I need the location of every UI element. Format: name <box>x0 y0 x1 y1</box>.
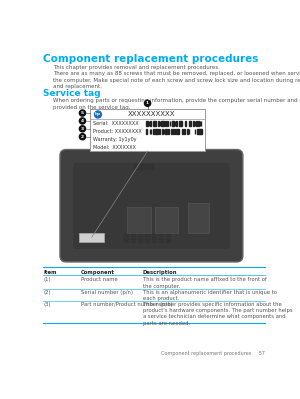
Bar <box>184 129 185 134</box>
Text: Product name: Product name <box>81 277 118 282</box>
Bar <box>147 121 148 126</box>
Text: (3): (3) <box>44 302 51 307</box>
Text: (1): (1) <box>44 277 51 282</box>
Bar <box>189 121 190 126</box>
Bar <box>159 234 163 242</box>
Bar <box>198 121 199 126</box>
FancyBboxPatch shape <box>154 207 178 233</box>
Bar <box>146 121 147 126</box>
Text: Product: XXXXXXXX: Product: XXXXXXXX <box>93 129 142 134</box>
Bar <box>173 121 174 126</box>
Bar <box>200 129 201 134</box>
FancyBboxPatch shape <box>60 150 243 262</box>
Text: Component: Component <box>81 270 115 275</box>
Bar <box>176 121 177 126</box>
Circle shape <box>145 100 151 107</box>
Bar <box>156 129 157 134</box>
Text: 5: 5 <box>81 111 84 115</box>
Circle shape <box>80 134 85 140</box>
Bar <box>190 121 191 126</box>
Bar <box>167 121 168 126</box>
Text: This chapter provides removal and replacement procedures.: This chapter provides removal and replac… <box>53 65 220 70</box>
Circle shape <box>80 110 85 116</box>
Text: (2): (2) <box>44 290 51 294</box>
Bar <box>199 121 200 126</box>
FancyBboxPatch shape <box>90 109 205 151</box>
Text: This is the product name affixed to the front of
the computer.: This is the product name affixed to the … <box>143 277 267 288</box>
Bar <box>134 164 153 169</box>
Bar <box>168 129 169 134</box>
Bar <box>150 121 151 126</box>
Bar <box>171 129 172 134</box>
Bar <box>154 121 155 126</box>
Bar <box>178 129 179 134</box>
Text: Component replacement procedures: Component replacement procedures <box>43 54 258 64</box>
Bar <box>166 234 170 242</box>
FancyBboxPatch shape <box>128 207 151 233</box>
Bar <box>165 121 166 126</box>
Text: Service tag: Service tag <box>43 89 100 99</box>
Bar <box>162 129 163 134</box>
Bar <box>153 121 154 126</box>
Bar <box>155 121 157 126</box>
Text: Description: Description <box>143 270 177 275</box>
Bar <box>185 121 186 126</box>
Bar <box>131 234 135 242</box>
Bar <box>145 234 149 242</box>
Text: This number provides specific information about the
product's hardware component: This number provides specific informatio… <box>143 302 292 326</box>
Bar <box>201 129 202 134</box>
Bar <box>175 129 176 134</box>
Text: Serial number (p/n): Serial number (p/n) <box>81 290 133 294</box>
Circle shape <box>94 111 101 118</box>
Text: XXXXXXXXXX: XXXXXXXXXX <box>128 111 175 117</box>
Circle shape <box>80 126 85 132</box>
Bar <box>180 121 181 126</box>
Circle shape <box>80 118 85 124</box>
Bar <box>159 129 160 134</box>
Bar <box>146 129 147 134</box>
Text: 2: 2 <box>81 135 84 139</box>
Text: This is an alphanumeric identifier that is unique to
each product.: This is an alphanumeric identifier that … <box>143 290 277 301</box>
Bar <box>196 121 197 126</box>
Text: When ordering parts or requesting information, provide the computer serial numbe: When ordering parts or requesting inform… <box>53 98 300 110</box>
Text: Component replacement procedures     57: Component replacement procedures 57 <box>160 351 265 356</box>
Text: 1: 1 <box>146 101 149 105</box>
Text: 3: 3 <box>81 127 84 131</box>
Bar <box>138 234 142 242</box>
Bar <box>162 121 163 126</box>
Bar <box>152 234 156 242</box>
Bar <box>153 129 154 134</box>
Bar <box>157 129 158 134</box>
Bar <box>195 121 196 126</box>
Text: Part number/Product number (p/n): Part number/Product number (p/n) <box>81 302 172 307</box>
Bar <box>193 121 194 126</box>
Text: Model:  XXXXXXX: Model: XXXXXXX <box>93 145 136 150</box>
Bar <box>197 129 198 134</box>
Text: Serial:  XXXXXXXX: Serial: XXXXXXXX <box>93 121 139 126</box>
FancyBboxPatch shape <box>73 163 230 249</box>
Text: Warranty: 1y1y0y: Warranty: 1y1y0y <box>93 137 137 142</box>
Bar <box>166 129 167 134</box>
Bar <box>179 121 180 126</box>
Bar <box>161 121 162 126</box>
Text: Item: Item <box>44 270 57 275</box>
Text: hp: hp <box>95 113 101 117</box>
Text: There are as many as 88 screws that must be removed, replaced, or loosened when : There are as many as 88 screws that must… <box>53 71 300 89</box>
FancyBboxPatch shape <box>79 233 104 242</box>
Bar <box>124 234 128 242</box>
Text: 4: 4 <box>81 119 84 123</box>
Bar <box>177 129 178 134</box>
Bar <box>199 129 200 134</box>
Bar <box>165 129 166 134</box>
FancyBboxPatch shape <box>188 203 209 233</box>
Bar <box>172 121 173 126</box>
Bar <box>158 121 159 126</box>
